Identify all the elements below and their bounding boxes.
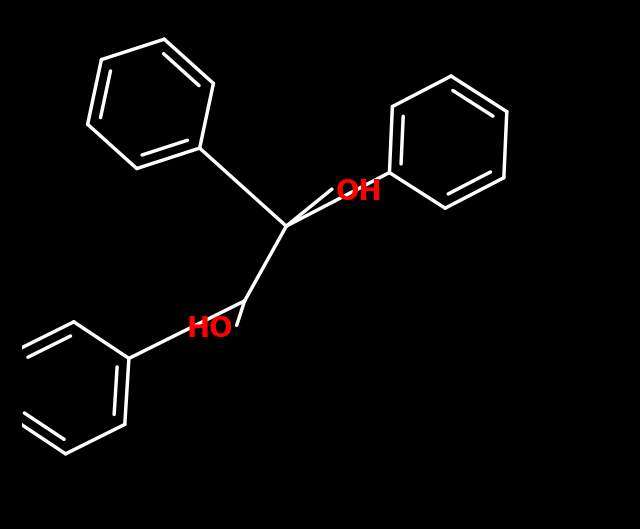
Text: HO: HO xyxy=(187,315,234,343)
Text: OH: OH xyxy=(335,178,382,206)
